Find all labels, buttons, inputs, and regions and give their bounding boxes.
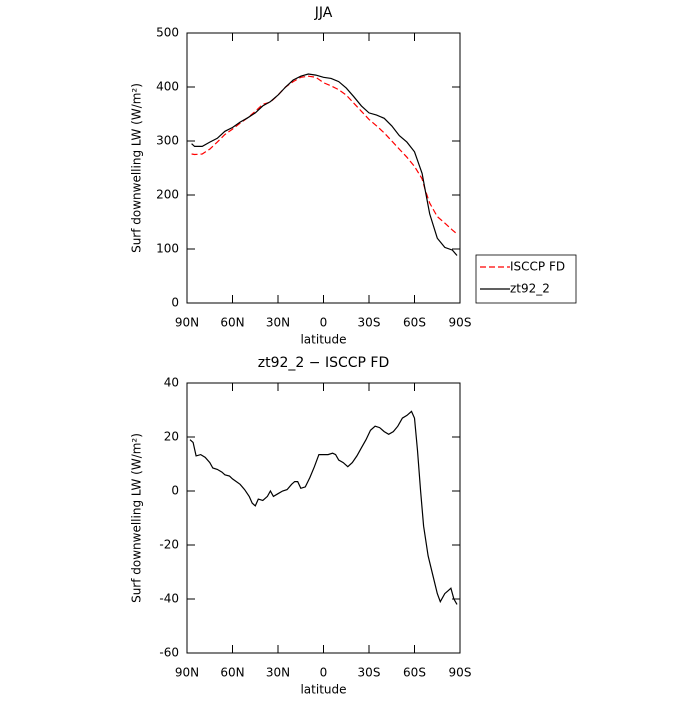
x-tick-label: 30N <box>266 316 290 330</box>
plot-frame <box>186 32 461 304</box>
y-tick-label: -20 <box>159 538 179 552</box>
chart-title: zt92_2 − ISCCP FD <box>258 355 389 371</box>
data-line <box>189 410 458 605</box>
legend-box <box>475 254 577 304</box>
y-tick-label: 0 <box>171 296 179 310</box>
y-tick-label: 200 <box>156 188 179 202</box>
y-tick-label: 300 <box>156 134 179 148</box>
legend-label: ISCCP FD <box>510 260 565 274</box>
x-tick-label: 90S <box>449 666 472 680</box>
x-tick-label: 90S <box>449 316 472 330</box>
y-tick-label: 0 <box>171 484 179 498</box>
x-tick-label: 30S <box>358 666 381 680</box>
y-axis-label: Surf downwelling LW (W/m²) <box>130 433 144 603</box>
chart-title: JJA <box>314 5 333 21</box>
x-axis-label: latitude <box>300 683 346 697</box>
x-tick-label: 60N <box>220 666 244 680</box>
y-tick-label: 20 <box>164 430 179 444</box>
x-tick-label: 90N <box>175 316 199 330</box>
x-tick-label: 90N <box>175 666 199 680</box>
x-axis-label: latitude <box>300 333 346 347</box>
x-tick-label: 60N <box>220 316 244 330</box>
y-tick-label: 400 <box>156 80 179 94</box>
plot-frame <box>186 382 461 654</box>
x-tick-label: 60S <box>403 316 426 330</box>
data-line <box>191 73 458 256</box>
x-tick-label: 30S <box>358 316 381 330</box>
legend-label: zt92_2 <box>510 282 550 296</box>
x-tick-label: 0 <box>320 666 328 680</box>
y-tick-label: -60 <box>159 646 179 660</box>
y-tick-label: -40 <box>159 592 179 606</box>
data-line <box>191 75 458 235</box>
y-axis-label: Surf downwelling LW (W/m²) <box>130 83 144 253</box>
y-tick-label: 40 <box>164 376 179 390</box>
y-tick-label: 500 <box>156 26 179 40</box>
x-tick-label: 60S <box>403 666 426 680</box>
x-tick-label: 30N <box>266 666 290 680</box>
x-tick-label: 0 <box>320 316 328 330</box>
y-tick-label: 100 <box>156 242 179 256</box>
